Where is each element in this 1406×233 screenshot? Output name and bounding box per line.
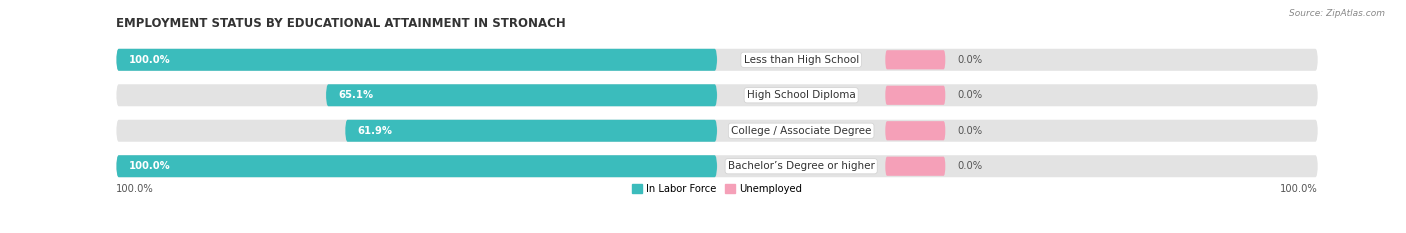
Text: 0.0%: 0.0% — [957, 55, 983, 65]
FancyBboxPatch shape — [346, 120, 717, 142]
Text: 100.0%: 100.0% — [128, 55, 170, 65]
FancyBboxPatch shape — [886, 157, 945, 176]
FancyBboxPatch shape — [326, 84, 717, 106]
FancyBboxPatch shape — [886, 86, 945, 105]
Text: High School Diploma: High School Diploma — [747, 90, 855, 100]
Text: 0.0%: 0.0% — [957, 90, 983, 100]
FancyBboxPatch shape — [886, 50, 945, 69]
Text: 100.0%: 100.0% — [1279, 184, 1317, 194]
Text: 0.0%: 0.0% — [957, 161, 983, 171]
Text: Source: ZipAtlas.com: Source: ZipAtlas.com — [1289, 9, 1385, 18]
Text: 65.1%: 65.1% — [337, 90, 373, 100]
Text: 0.0%: 0.0% — [957, 126, 983, 136]
Text: College / Associate Degree: College / Associate Degree — [731, 126, 872, 136]
Text: Less than High School: Less than High School — [744, 55, 859, 65]
FancyBboxPatch shape — [117, 155, 1317, 177]
Text: Bachelor’s Degree or higher: Bachelor’s Degree or higher — [728, 161, 875, 171]
FancyBboxPatch shape — [117, 49, 1317, 71]
Text: EMPLOYMENT STATUS BY EDUCATIONAL ATTAINMENT IN STRONACH: EMPLOYMENT STATUS BY EDUCATIONAL ATTAINM… — [117, 17, 567, 30]
FancyBboxPatch shape — [117, 84, 1317, 106]
Legend: In Labor Force, Unemployed: In Labor Force, Unemployed — [633, 184, 801, 194]
FancyBboxPatch shape — [117, 120, 1317, 142]
FancyBboxPatch shape — [117, 49, 717, 71]
Text: 100.0%: 100.0% — [117, 184, 155, 194]
Text: 61.9%: 61.9% — [357, 126, 392, 136]
FancyBboxPatch shape — [886, 121, 945, 140]
FancyBboxPatch shape — [117, 155, 717, 177]
Text: 100.0%: 100.0% — [128, 161, 170, 171]
